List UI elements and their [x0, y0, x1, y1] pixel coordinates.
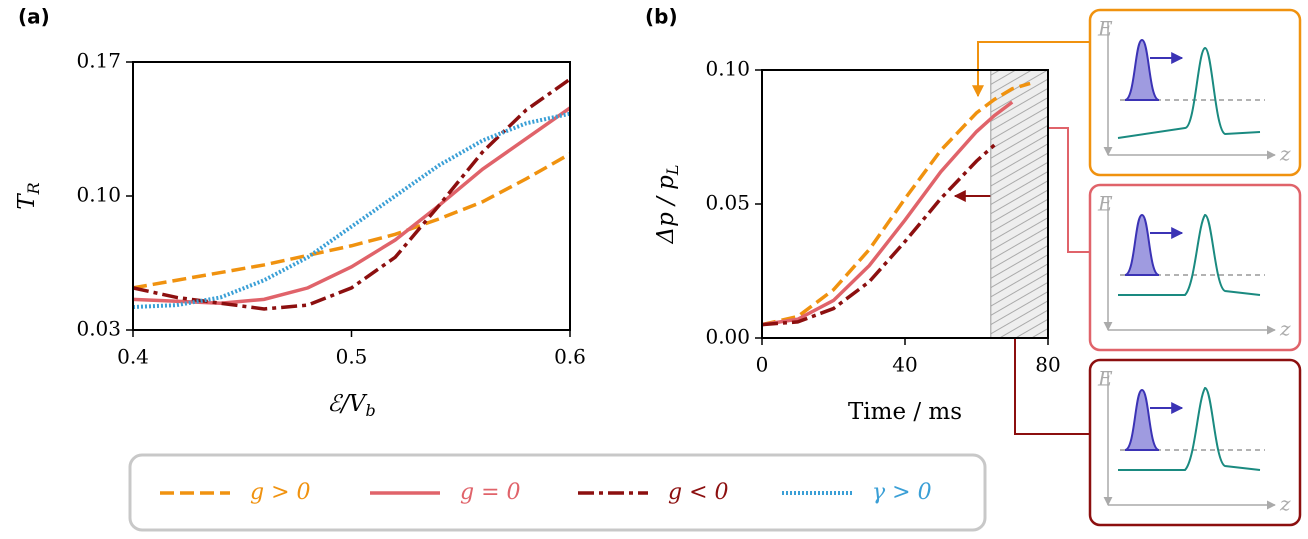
- label-sub: R: [24, 182, 43, 195]
- y-tick-label: 0.10: [705, 57, 750, 81]
- label-sub: L: [663, 164, 682, 176]
- axis-label: ℰ/Vb: [327, 391, 376, 420]
- axis-label: Δp / pL: [653, 164, 682, 244]
- shaded-region: [990, 69, 1049, 339]
- x-tick-label: 40: [892, 353, 917, 377]
- x-tick-label: 80: [1035, 353, 1060, 377]
- panel-label: (a): [18, 5, 50, 29]
- legend-label: g > 0: [250, 480, 311, 505]
- data-line: [132, 152, 571, 290]
- data-line: [761, 100, 1014, 327]
- y-tick-label: 0.17: [76, 49, 121, 73]
- legend-label: g < 0: [668, 480, 729, 505]
- axis-label: Time / ms: [848, 399, 962, 425]
- arrow: [972, 41, 1090, 98]
- legend-label: g = 0: [460, 480, 521, 505]
- y-tick-label: 0.10: [76, 183, 121, 207]
- inset-axes: [1108, 372, 1275, 505]
- inset-diagram: Ez: [1088, 358, 1302, 527]
- inset-x-label: z: [1279, 142, 1291, 166]
- panel-label: (b): [645, 5, 678, 29]
- inset-potential: [1118, 213, 1261, 296]
- legend-box: [128, 453, 987, 532]
- inset-x-label: z: [1279, 492, 1291, 516]
- inset-wavepacket: [1124, 38, 1160, 101]
- x-tick-label: 0.5: [336, 345, 368, 369]
- data-line: [761, 143, 996, 327]
- inset-wavepacket: [1124, 213, 1160, 276]
- inset-diagram: Ez: [1088, 183, 1302, 352]
- inset-diagram: Ez: [1088, 8, 1302, 177]
- inset-frame: [1088, 358, 1302, 527]
- inset-wavepacket: [1124, 388, 1160, 451]
- label-text: Time / ms: [848, 399, 962, 425]
- inset-axes: [1108, 22, 1275, 155]
- legend-label: γ > 0: [872, 480, 932, 505]
- data-line: [132, 111, 571, 310]
- y-tick-label: 0.05: [705, 191, 750, 215]
- x-tick-label: 0.4: [117, 345, 149, 369]
- label-text: T: [14, 193, 40, 210]
- data-line: [761, 81, 1031, 327]
- inset-potential: [1117, 46, 1261, 139]
- data-line: [132, 106, 572, 305]
- label-text: Δp / p: [653, 175, 679, 245]
- x-tick-label: 0: [756, 353, 769, 377]
- inset-potential: [1118, 386, 1261, 471]
- inset-x-label: z: [1279, 317, 1291, 341]
- y-tick-label: 0.00: [705, 325, 750, 349]
- inset-y-label: E: [1097, 367, 1113, 391]
- data-line: [132, 77, 572, 311]
- plot-frame: [132, 61, 571, 331]
- axis-label: TR: [14, 182, 43, 209]
- inset-frame: [1088, 183, 1302, 352]
- y-tick-label: 0.03: [76, 317, 121, 341]
- inset-y-label: E: [1097, 17, 1113, 41]
- label-text: ℰ/V: [327, 391, 368, 417]
- inset-axes: [1108, 197, 1275, 330]
- x-tick-label: 0.6: [554, 345, 586, 369]
- inset-y-label: E: [1097, 192, 1113, 216]
- label-sub: b: [366, 401, 376, 420]
